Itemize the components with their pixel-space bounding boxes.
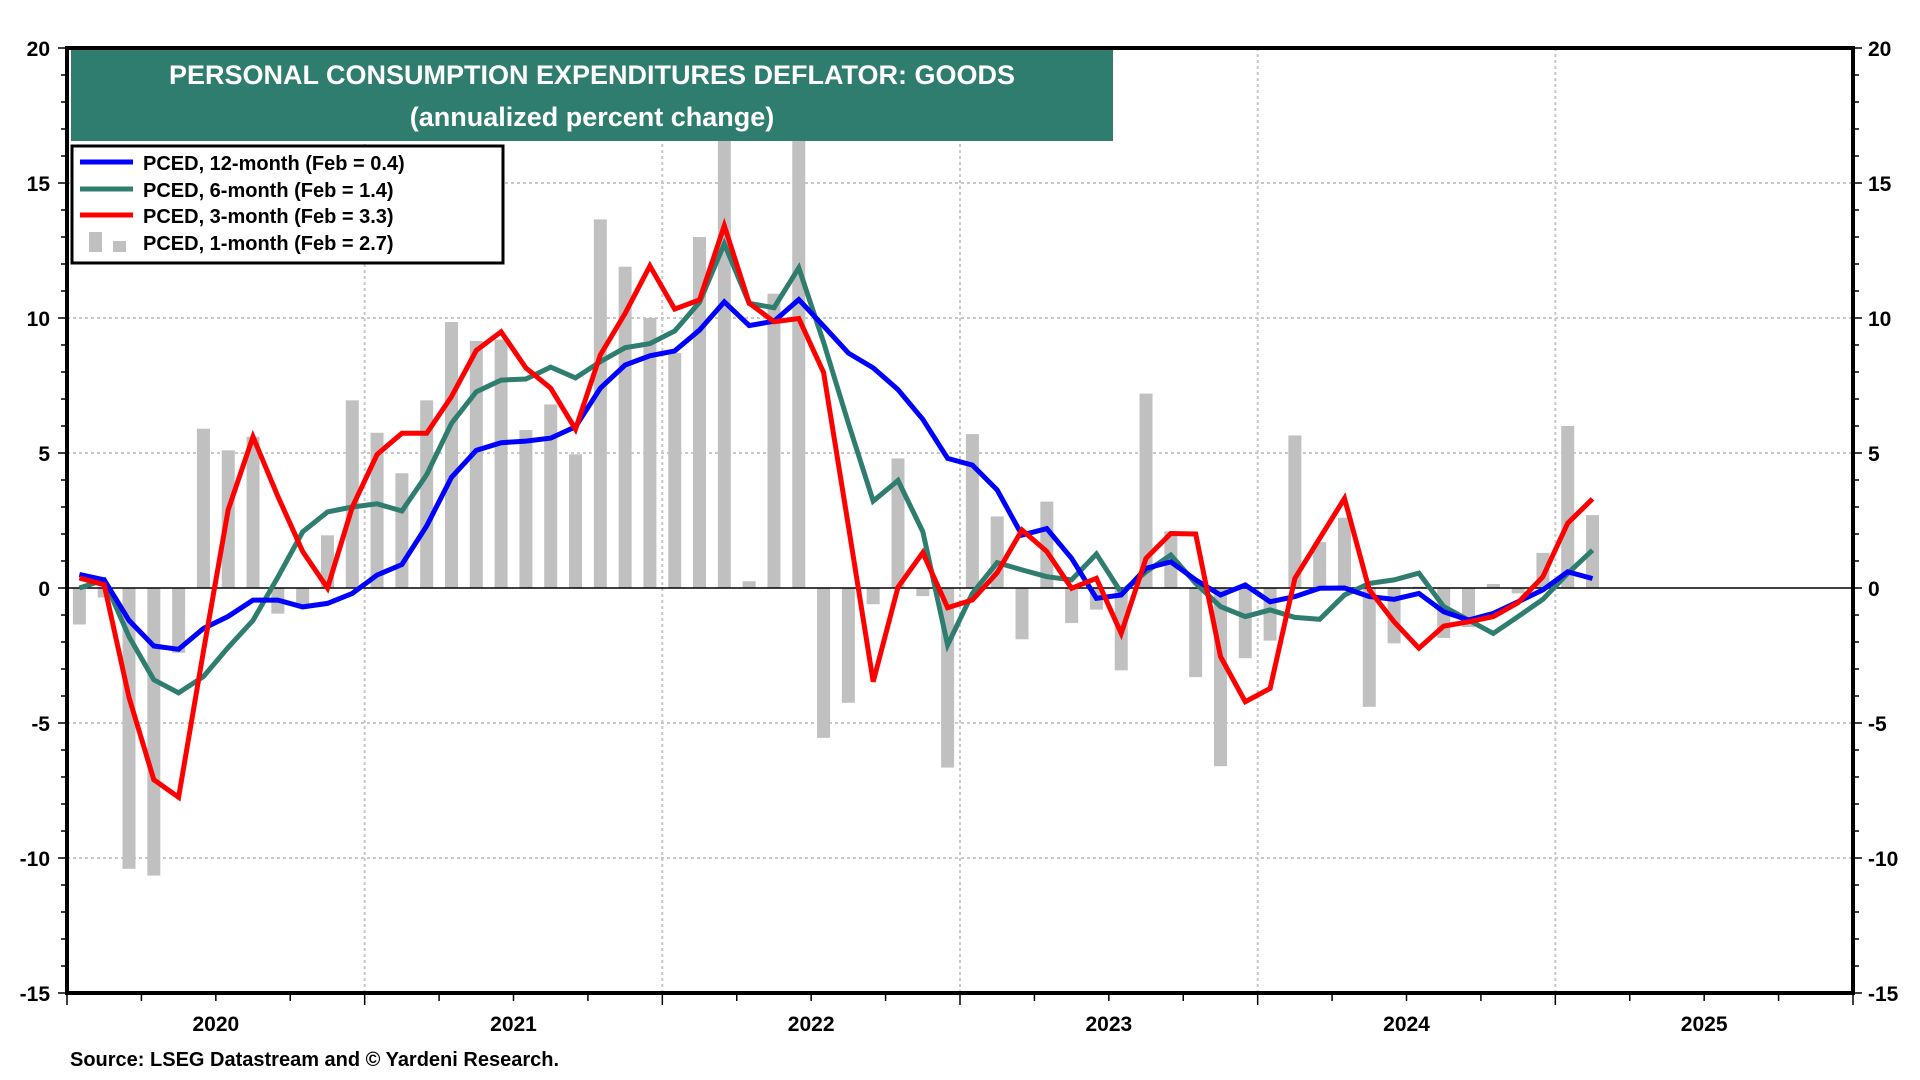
- bar-1-month: [717, 75, 731, 588]
- bar-1-month: [1288, 435, 1302, 588]
- legend: PCED, 12-month (Feb = 0.4) PCED, 6-month…: [70, 144, 505, 265]
- legend-item-1-month: PCED, 1-month (Feb = 2.7): [89, 232, 394, 255]
- title-box: PERSONAL CONSUMPTION EXPENDITURES DEFLAT…: [71, 50, 1113, 141]
- y-tick-label-right: -10: [1868, 848, 1898, 871]
- bar-1-month: [841, 588, 855, 703]
- bar-1-month: [817, 588, 831, 738]
- source-note: Source: LSEG Datastream and © Yardeni Re…: [70, 1049, 559, 1071]
- bar-1-month: [792, 102, 806, 588]
- line-3-month: [78, 217, 1595, 802]
- y-tick-label-right: 5: [1868, 443, 1880, 466]
- grid-layer: [67, 48, 1853, 993]
- bar-1-month: [593, 219, 607, 588]
- y-tick-label-left: 0: [38, 578, 50, 601]
- bar-1-month: [544, 404, 558, 588]
- bar-1-month: [444, 322, 458, 588]
- bar-1-month: [965, 434, 979, 588]
- chart-subtitle: (annualized percent change): [410, 102, 775, 132]
- y-tick-label-right: 20: [1868, 38, 1891, 61]
- legend-item-3-month: PCED, 3-month (Feb = 3.3): [80, 206, 394, 228]
- axes-layer: [58, 46, 1862, 1005]
- x-tick-label: 2021: [490, 1013, 537, 1036]
- bar-1-month: [643, 318, 657, 588]
- bar-1-month: [370, 432, 384, 588]
- title-background: [71, 50, 1113, 141]
- bar-1-month: [1015, 588, 1029, 640]
- y-tick-label-right: -5: [1868, 713, 1887, 736]
- y-tick-label-left: 5: [38, 443, 50, 466]
- y-axis-labels: 20 20 15 15 10 10 5 5 0 0 -5 -5 -10 -10 -15 -15: [20, 38, 1899, 1006]
- bar-1-month: [569, 454, 583, 588]
- legend-label-12-month: PCED, 12-month (Feb = 0.4): [143, 153, 405, 175]
- y-tick-label-left: -15: [20, 983, 51, 1006]
- legend-label-3-month: PCED, 3-month (Feb = 3.3): [143, 206, 394, 228]
- bar-1-month: [296, 588, 310, 607]
- legend-swatch-bar-tall: [89, 232, 102, 252]
- bar-1-month: [196, 428, 210, 588]
- legend-item-6-month: PCED, 6-month (Feb = 1.4): [80, 180, 394, 202]
- x-tick-label: 2020: [192, 1013, 239, 1036]
- bar-1-month: [1139, 393, 1153, 588]
- x-tick-label: 2022: [788, 1013, 835, 1036]
- bar-1-month: [866, 588, 880, 605]
- y-tick-label-left: -10: [20, 848, 50, 871]
- x-tick-label: 2025: [1681, 1013, 1728, 1036]
- y-tick-label-right: -15: [1868, 983, 1899, 1006]
- legend-label-1-month: PCED, 1-month (Feb = 2.7): [143, 233, 394, 255]
- legend-swatch-bar-short: [113, 241, 126, 252]
- x-tick-label: 2024: [1383, 1013, 1430, 1036]
- chart-title: PERSONAL CONSUMPTION EXPENDITURES DEFLAT…: [169, 60, 1015, 90]
- bar-1-month: [916, 588, 930, 597]
- bar-1-month: [1213, 588, 1227, 767]
- bar-1-month: [1511, 588, 1525, 594]
- bar-1-month: [1337, 517, 1351, 588]
- bar-1-month: [742, 581, 756, 588]
- bar-1-month: [345, 400, 359, 588]
- y-tick-label-left: -5: [31, 713, 50, 736]
- x-axis-labels: 2020 2021 2022 2023 2024 2025: [192, 1013, 1727, 1036]
- bar-1-month: [246, 436, 260, 588]
- bar-1-month: [122, 588, 136, 869]
- legend-box: [70, 144, 505, 265]
- bar-1-month: [1561, 426, 1575, 588]
- bar-1-month: [469, 340, 483, 588]
- legend-label-6-month: PCED, 6-month (Feb = 1.4): [143, 180, 394, 202]
- y-tick-label-right: 15: [1868, 173, 1892, 196]
- y-tick-label-left: 10: [27, 308, 50, 331]
- bar-1-month: [420, 400, 434, 588]
- x-tick-label: 2023: [1085, 1013, 1132, 1036]
- legend-item-12-month: PCED, 12-month (Feb = 0.4): [80, 153, 405, 175]
- bar-1-month: [767, 293, 781, 588]
- bar-1-month: [494, 339, 508, 588]
- bar-1-month: [1189, 588, 1203, 678]
- bar-1-month: [1486, 583, 1500, 588]
- line-6-month: [78, 237, 1595, 696]
- bar-1-month: [1362, 588, 1376, 707]
- bar-1-month: [172, 588, 186, 653]
- bar-1-month: [147, 588, 161, 876]
- y-tick-label-right: 10: [1868, 308, 1891, 331]
- bar-1-month: [1065, 588, 1079, 624]
- line-12-month: [78, 296, 1594, 652]
- y-tick-label-left: 15: [27, 173, 51, 196]
- lines-layer: [78, 217, 1595, 802]
- bar-1-month: [1387, 588, 1401, 644]
- bar-1-month: [1040, 501, 1054, 588]
- bar-1-month: [395, 473, 409, 588]
- y-tick-label-left: 20: [27, 38, 50, 61]
- bar-1-month: [72, 588, 86, 625]
- bar-1-month: [668, 353, 682, 588]
- bar-1-month: [519, 430, 533, 588]
- bar-1-month: [1238, 588, 1252, 659]
- y-tick-label-right: 0: [1868, 578, 1880, 601]
- bar-1-month: [1313, 542, 1327, 588]
